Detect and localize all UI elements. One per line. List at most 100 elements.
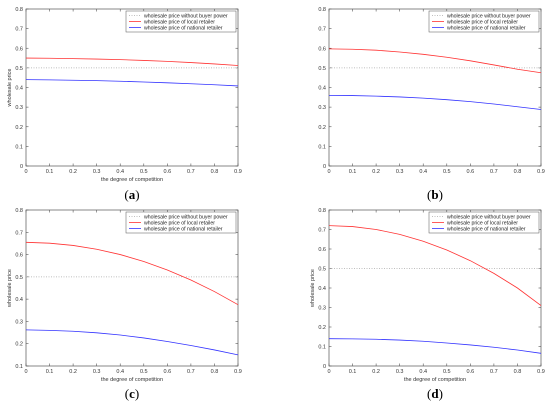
plot-frame	[25, 209, 239, 367]
chart-panel-3: 0 0.1 0.2 0.3 0.4 0.5 0.6 0.7 0.8 0.90.10.20.30.4…	[7, 208, 242, 401]
x-tick-label: 0.6	[164, 369, 172, 375]
y-tick-label: 0.1	[318, 345, 326, 351]
legend-entry: wholesale price without buyer power	[144, 13, 228, 19]
x-tick-label: 0.1	[46, 369, 54, 375]
x-tick-label: 0.2	[69, 369, 77, 375]
panel-caption: (a)	[124, 187, 139, 202]
y-tick-label: 0.2	[318, 325, 326, 331]
y-tick-label: 0	[323, 164, 326, 170]
y-tick-label: 0.7	[15, 27, 23, 33]
panel-caption: (d)	[427, 386, 443, 401]
y-tick-label: 0.2	[318, 125, 326, 131]
x-tick-label: 0.8	[211, 169, 219, 175]
y-tick-label: 0.3	[318, 105, 326, 111]
chart-panel-1: 0 0.1 0.2 0.3 0.4 0.5 0.6 0.7 0.8 0.9 0 0.1 0.2 0.3 0.…	[7, 7, 242, 202]
x-tick-label: 0.5	[140, 169, 148, 175]
x-tick-label: 0.2	[69, 169, 77, 175]
y-tick-label: 0.4	[318, 286, 326, 292]
plot-frame	[328, 209, 542, 367]
y-tick-label: 0.7	[318, 27, 326, 33]
legend-box	[125, 10, 237, 33]
plot-frame	[328, 8, 542, 167]
y-tick-label: 0.5	[15, 275, 23, 281]
legend-box	[125, 211, 237, 234]
y-tick-label: 0.3	[318, 306, 326, 312]
x-tick-label: 0.6	[467, 369, 475, 375]
y-tick-label: 0.5	[318, 267, 326, 273]
legend-entry: wholesale price without buyer power	[144, 214, 228, 220]
x-tick-label: 0	[327, 369, 330, 375]
x-tick-label: 0	[327, 169, 330, 175]
x-tick-label: 0.4	[116, 169, 124, 175]
y-tick-label: 0.5	[318, 66, 326, 72]
series-line-2	[328, 48, 542, 74]
legend-entry: wholesale price without buyer power	[447, 13, 531, 19]
y-tick-label: 0.6	[318, 247, 326, 253]
x-tick-label: 0.8	[514, 169, 522, 175]
y-tick-label: 0.2	[15, 125, 23, 131]
x-tick-label: 0.8	[514, 369, 522, 375]
y-tick-label: 0.6	[15, 253, 23, 259]
y-tick-label: 0.4	[15, 86, 23, 92]
y-tick-label: 0.7	[15, 230, 23, 236]
legend-entry: wholesale price of local retailer	[144, 19, 215, 25]
plot-frame	[25, 8, 239, 167]
y-tick-label: 0.1	[318, 144, 326, 150]
x-tick-label: 0.3	[396, 169, 404, 175]
legend-entry: wholesale price of national retailer	[144, 25, 223, 31]
legend-box	[428, 10, 540, 33]
x-tick-label: 0.7	[490, 169, 498, 175]
legend: wholesale price without buyer powerwhole…	[428, 211, 540, 234]
legend: wholesale price without buyer powerwhole…	[428, 10, 540, 33]
legend: wholesale price without buyer powerwhole…	[125, 10, 237, 33]
y-axis-label: wholesale price	[7, 69, 13, 108]
x-tick-label: 0.8	[211, 369, 219, 375]
x-tick-label: 0.3	[93, 369, 101, 375]
x-tick-label: 0.5	[140, 369, 148, 375]
chart-panel-2: 0 0.1 0.2 0.3 0.4 0.5 0.6 0.7 0.8 0.9 0 0.1 0.2 0.3 0.…	[318, 7, 544, 202]
y-tick-label: 0.8	[15, 208, 23, 214]
chart-panel-4: 0 0.1 0.2 0.3 0.4 0.5 0.6 0.7 0.8 0.9 0 0.1 0.2 0.3 0.…	[310, 208, 545, 401]
y-tick-label: 0.1	[15, 144, 23, 150]
x-tick-label: 0.6	[164, 169, 172, 175]
y-tick-label: 0.3	[15, 319, 23, 325]
legend-entry: wholesale price of local retailer	[144, 220, 215, 226]
y-tick-label: 0.8	[318, 7, 326, 13]
legend: wholesale price without buyer powerwhole…	[125, 211, 237, 234]
y-tick-label: 0.3	[15, 105, 23, 111]
x-tick-label: 0.4	[116, 369, 124, 375]
series-line-3	[328, 338, 542, 354]
y-tick-label: 0.6	[15, 46, 23, 52]
x-axis-label: the degree of competition	[101, 377, 163, 383]
legend-entry: wholesale price of local retailer	[447, 19, 518, 25]
x-tick-label: 0	[24, 169, 27, 175]
legend-entry: wholesale price of local retailer	[447, 220, 518, 226]
x-tick-label: 0.5	[443, 369, 451, 375]
x-tick-label: 0	[24, 369, 27, 375]
y-tick-label: 0.4	[318, 86, 326, 92]
series-line-3	[25, 79, 239, 87]
legend-entry: wholesale price of national retailer	[447, 226, 526, 232]
y-tick-label: 0.5	[15, 66, 23, 72]
panel-caption: (b)	[427, 187, 443, 202]
series-line-2	[328, 225, 542, 306]
x-tick-label: 0.3	[396, 369, 404, 375]
y-tick-label: 0.8	[318, 208, 326, 214]
y-axis-label: wholesale price	[310, 269, 316, 308]
y-tick-label: 0.1	[15, 364, 23, 370]
x-tick-label: 0.4	[419, 369, 427, 375]
x-tick-label: 0.9	[234, 169, 242, 175]
legend-entry: wholesale price without buyer power	[447, 214, 531, 220]
x-axis-label: the degree of competition	[101, 177, 163, 183]
y-tick-label: 0	[20, 164, 23, 170]
legend-box	[428, 211, 540, 234]
y-tick-label: 0.8	[15, 7, 23, 13]
panel-caption: (c)	[125, 386, 139, 401]
series-line-3	[25, 329, 239, 356]
x-tick-label: 0.3	[93, 169, 101, 175]
x-tick-label: 0.1	[46, 169, 54, 175]
y-axis-label: wholesale price	[7, 269, 13, 308]
x-tick-label: 0.9	[537, 369, 545, 375]
y-tick-label: 0.7	[318, 228, 326, 234]
